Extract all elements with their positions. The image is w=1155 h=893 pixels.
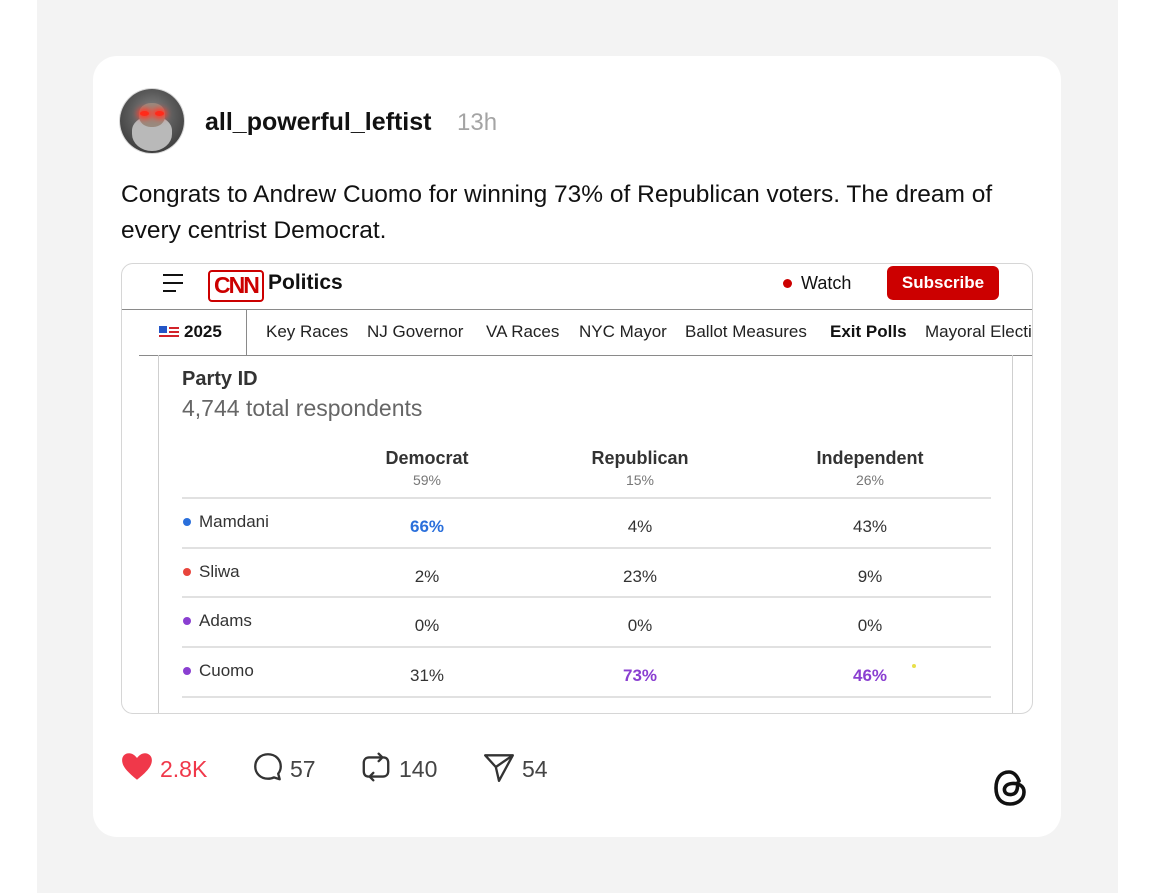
subscribe-button: Subscribe <box>887 266 999 300</box>
column-header-democrat: Democrat <box>385 448 469 468</box>
candidate-dot-icon <box>183 518 191 526</box>
table-cell: 0% <box>857 616 883 635</box>
cnn-nav: 2025 Key Races NJ Governor VA Races NYC … <box>139 309 1032 356</box>
reply-count[interactable]: 57 <box>290 756 316 782</box>
row-divider <box>182 547 991 549</box>
nav-item-va-races: VA Races <box>486 322 560 341</box>
candidate-name: Adams <box>199 611 252 630</box>
repost-count[interactable]: 140 <box>399 756 438 782</box>
nav-item-ballot-measures: Ballot Measures <box>685 322 807 341</box>
candidate-dot-icon <box>183 667 191 675</box>
heart-icon[interactable] <box>120 750 154 784</box>
row-divider <box>182 596 991 598</box>
share-count[interactable]: 54 <box>522 756 548 782</box>
respondent-count: 4,744 total respondents <box>182 395 423 421</box>
table-cell: 31% <box>409 666 445 685</box>
menu-icon <box>163 274 185 292</box>
column-header-republican: Republican <box>591 448 689 468</box>
live-dot-icon <box>783 279 792 288</box>
post-time: 13h <box>457 109 498 136</box>
table-cell: 0% <box>414 616 440 635</box>
post-text: Congrats to Andrew Cuomo for winning 73%… <box>121 181 993 244</box>
avatar[interactable] <box>120 89 184 153</box>
table-cell: 9% <box>857 567 883 586</box>
table-cell: 46% <box>852 666 888 685</box>
nav-year: 2025 <box>139 309 247 355</box>
table-cell: 4% <box>627 517 653 536</box>
threads-logo-icon <box>994 770 1026 806</box>
nav-item-nyc-mayor: NYC Mayor <box>579 322 667 341</box>
watch-link: Watch <box>801 273 852 293</box>
nav-item-nj-governor: NJ Governor <box>367 322 464 341</box>
cnn-logo: CNN <box>208 270 264 302</box>
candidate-dot-icon <box>183 568 191 576</box>
candidate-name: Mamdani <box>199 512 269 531</box>
candidate-name: Cuomo <box>199 661 254 680</box>
nav-item-mayoral-elections: Mayoral Electi <box>925 322 1032 341</box>
candidate-dot-icon <box>183 617 191 625</box>
table-title: Party ID <box>182 368 258 390</box>
repost-icon[interactable] <box>359 750 393 784</box>
table-cell: 2% <box>414 567 440 586</box>
like-count[interactable]: 2.8K <box>160 756 208 782</box>
embedded-screenshot[interactable]: CNN Politics Watch Subscribe 2025 Key Ra… <box>121 263 1033 714</box>
table-cell: 66% <box>409 517 445 536</box>
username[interactable]: all_powerful_leftist <box>205 108 432 136</box>
cnn-header: CNN Politics Watch Subscribe <box>122 264 1032 310</box>
nav-item-exit-polls: Exit Polls <box>830 322 907 341</box>
section-title: Politics <box>268 271 343 294</box>
column-share-democrat: 59% <box>412 472 442 488</box>
column-share-independent: 26% <box>855 472 885 488</box>
table-cell: 73% <box>622 666 658 685</box>
row-divider <box>182 696 991 698</box>
candidate-name: Sliwa <box>199 562 240 581</box>
table-cell: 0% <box>627 616 653 635</box>
send-icon[interactable] <box>482 750 516 784</box>
column-header-independent: Independent <box>816 448 924 468</box>
nav-item-key-races: Key Races <box>266 322 349 341</box>
table-cell: 23% <box>622 567 658 586</box>
comment-icon[interactable] <box>251 750 285 784</box>
table-cell: 43% <box>852 517 888 536</box>
row-divider <box>182 497 991 499</box>
column-share-republican: 15% <box>625 472 655 488</box>
us-flag-icon <box>159 326 179 339</box>
row-divider <box>182 646 991 648</box>
post-card: all_powerful_leftist 13h Congrats to And… <box>93 56 1061 837</box>
